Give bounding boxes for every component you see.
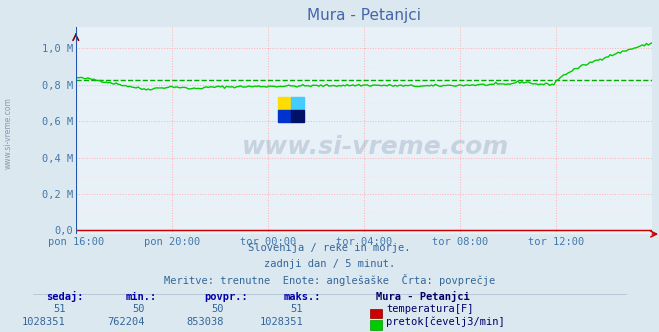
Bar — [277, 110, 291, 122]
Text: maks.:: maks.: — [283, 292, 321, 302]
Text: 1028351: 1028351 — [22, 317, 66, 327]
Bar — [291, 110, 304, 122]
Text: www.si-vreme.com: www.si-vreme.com — [3, 97, 13, 169]
Text: 51: 51 — [53, 304, 66, 314]
Text: sedaj:: sedaj: — [46, 291, 84, 302]
Bar — [277, 97, 291, 110]
Text: 853038: 853038 — [186, 317, 224, 327]
Text: 51: 51 — [291, 304, 303, 314]
Bar — [291, 97, 304, 110]
Text: 1028351: 1028351 — [260, 317, 303, 327]
Text: Meritve: trenutne  Enote: anglešaške  Črta: povprečje: Meritve: trenutne Enote: anglešaške Črta… — [164, 274, 495, 286]
Text: 50: 50 — [132, 304, 145, 314]
Text: Mura - Petanjci: Mura - Petanjci — [376, 291, 469, 302]
Text: temperatura[F]: temperatura[F] — [386, 304, 474, 314]
Text: povpr.:: povpr.: — [204, 292, 248, 302]
Text: zadnji dan / 5 minut.: zadnji dan / 5 minut. — [264, 259, 395, 269]
Text: Slovenija / reke in morje.: Slovenija / reke in morje. — [248, 243, 411, 253]
Text: 50: 50 — [212, 304, 224, 314]
Text: www.si-vreme.com: www.si-vreme.com — [242, 135, 509, 159]
Text: 762204: 762204 — [107, 317, 145, 327]
Title: Mura - Petanjci: Mura - Petanjci — [307, 8, 421, 23]
Text: pretok[čevelj3/min]: pretok[čevelj3/min] — [386, 317, 505, 327]
Text: min.:: min.: — [125, 292, 156, 302]
